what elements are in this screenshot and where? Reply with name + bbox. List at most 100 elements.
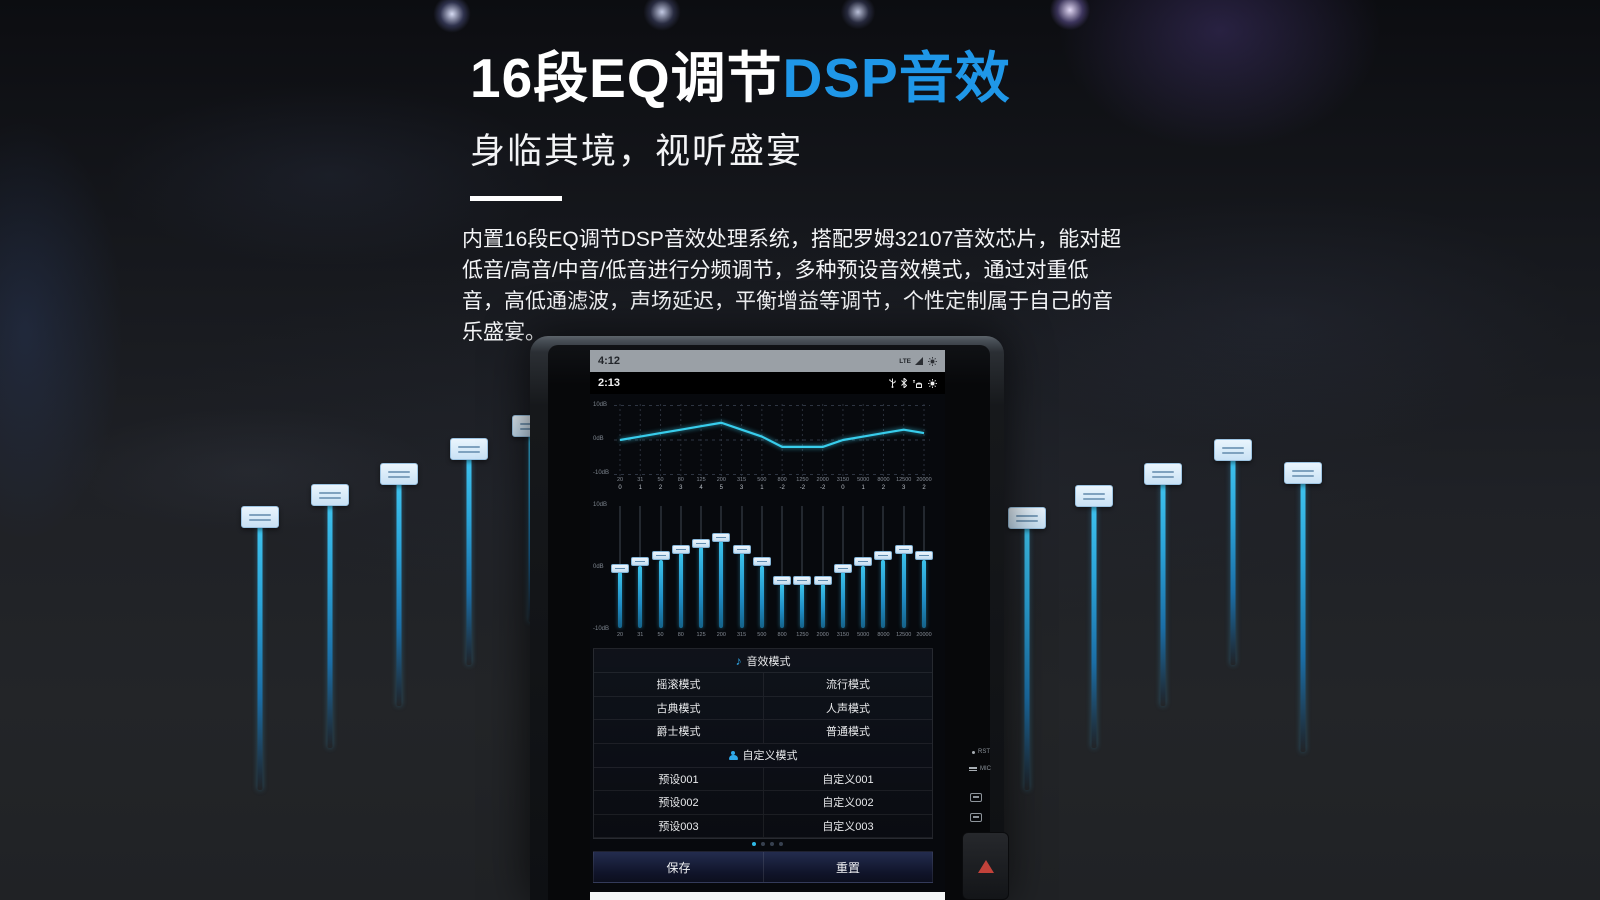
card-slot-upper[interactable]: [970, 793, 982, 802]
fader-handle: [1008, 507, 1046, 529]
person-icon: [728, 750, 738, 760]
mode-option[interactable]: 自定义002: [763, 791, 932, 815]
mode-option[interactable]: 古典模式: [594, 697, 763, 720]
slider-handle[interactable]: [793, 575, 812, 585]
custom-mode-grid: 预设001 自定义001 预设002 自定义002 预设003 自定义003: [594, 767, 932, 838]
page-dot[interactable]: [752, 842, 756, 846]
slider-handle[interactable]: [874, 551, 893, 561]
slider-ytick-zero: 0dB: [593, 564, 604, 570]
eq-band-slider[interactable]: [793, 506, 812, 628]
gain-value-label: 3: [902, 485, 906, 491]
reset-button[interactable]: 重置: [763, 852, 932, 882]
mode-option[interactable]: 爵士模式: [594, 720, 763, 744]
gain-value-label: 3: [739, 485, 744, 491]
decorative-fader: [450, 438, 488, 665]
decorative-fader: [1214, 439, 1252, 665]
slider-handle[interactable]: [894, 544, 913, 554]
mode-option[interactable]: 预设001: [594, 768, 763, 791]
slider-track-fill: [881, 559, 886, 628]
eq-band-slider[interactable]: [651, 506, 670, 628]
mode-option[interactable]: 流行模式: [763, 673, 932, 697]
slider-frequency-label: 5000: [857, 632, 870, 638]
slider-handle[interactable]: [752, 557, 771, 567]
slider-handle[interactable]: [915, 551, 933, 561]
fader-track-line: [257, 524, 263, 790]
ytick-bottom: -10dB: [593, 470, 610, 476]
title-divider: [470, 195, 562, 201]
mode-option[interactable]: 摇滚模式: [594, 673, 763, 697]
slider-handle[interactable]: [813, 575, 832, 585]
frequency-label: 315: [737, 477, 747, 483]
frequency-label: 800: [777, 477, 787, 483]
usb-icon: [889, 378, 896, 388]
slider-handle[interactable]: [651, 551, 670, 561]
slider-handle[interactable]: [692, 538, 711, 548]
slider-track-fill: [861, 565, 866, 628]
eq-band-slider[interactable]: [915, 506, 933, 628]
slider-handle[interactable]: [833, 563, 852, 573]
music-note-icon: ♪: [735, 653, 742, 668]
eq-band-slider[interactable]: [833, 506, 852, 628]
mic-label: MIC: [980, 766, 991, 772]
eq-band-slider[interactable]: [894, 506, 913, 628]
eq-band-slider[interactable]: [732, 506, 751, 628]
eq-band-slider[interactable]: [692, 506, 711, 628]
eq-band-slider[interactable]: [854, 506, 873, 628]
slider-handle[interactable]: [854, 557, 873, 567]
eq-band-slider[interactable]: [773, 506, 792, 628]
page-dot[interactable]: [761, 842, 765, 846]
reset-hole-icon: [972, 750, 975, 754]
mode-option[interactable]: 自定义003: [763, 814, 932, 838]
page-dot[interactable]: [770, 842, 774, 846]
slider-frequency-label: 315: [737, 632, 747, 638]
gain-value-label: 0: [841, 485, 845, 491]
slider-track-fill: [922, 559, 926, 628]
decorative-fader: [380, 463, 418, 706]
gain-value-label: 2: [922, 485, 926, 491]
slider-track-fill: [759, 565, 764, 628]
eq-band-slider[interactable]: [671, 506, 690, 628]
mode-option[interactable]: 自定义001: [763, 767, 932, 791]
slider-track-fill: [699, 547, 704, 628]
custom-mode-title: 自定义模式: [742, 750, 798, 762]
slider-handle[interactable]: [732, 544, 751, 554]
gain-value-label: -2: [819, 485, 826, 491]
slider-handle[interactable]: [671, 544, 690, 554]
slider-track-fill: [780, 584, 785, 628]
fader-track-line: [327, 502, 333, 748]
feature-description: 内置16段EQ调节DSP音效处理系统，搭配罗姆32107音效芯片，能对超低音/高…: [462, 228, 1122, 344]
slider-frequency-label: 200: [716, 632, 726, 638]
gain-value-label: -2: [799, 485, 806, 491]
slider-handle[interactable]: [712, 532, 731, 542]
mode-option[interactable]: 预设002: [594, 791, 763, 815]
eq-band-slider[interactable]: [712, 506, 731, 628]
eq-band-slider[interactable]: [874, 506, 893, 628]
decorative-fader: [1284, 462, 1322, 752]
mode-option[interactable]: 预设003: [594, 815, 763, 838]
brightness-icon: [928, 378, 937, 388]
slider-handle[interactable]: [773, 575, 792, 585]
slider-track-fill: [820, 584, 825, 628]
card-slot-lower[interactable]: [970, 813, 982, 822]
mode-option[interactable]: 普通模式: [763, 720, 932, 744]
screen-bottom-strip: [590, 892, 945, 900]
fader-handle: [311, 484, 349, 506]
hazard-light-button[interactable]: [962, 832, 1009, 900]
reset-pinhole[interactable]: RST: [972, 749, 990, 755]
sound-mode-grid: 摇滚模式 流行模式 古典模式 人声模式 爵士模式 普通模式: [594, 673, 932, 744]
frequency-label: 31: [637, 477, 644, 483]
gain-value-label: 5: [719, 485, 723, 491]
eq-band-slider[interactable]: [813, 506, 832, 628]
fader-handle: [1075, 485, 1113, 507]
slider-handle[interactable]: [631, 557, 650, 567]
page-dot[interactable]: [779, 842, 783, 846]
hazard-triangle-icon: [977, 859, 994, 873]
eq-band-slider[interactable]: [752, 506, 771, 628]
mode-option[interactable]: 人声模式: [763, 696, 932, 720]
slider-handle[interactable]: [611, 563, 629, 573]
eq-band-slider[interactable]: [611, 506, 629, 628]
frequency-label: 1250: [796, 477, 809, 483]
eq-band-slider[interactable]: [631, 506, 650, 628]
save-button[interactable]: 保存: [666, 860, 691, 875]
